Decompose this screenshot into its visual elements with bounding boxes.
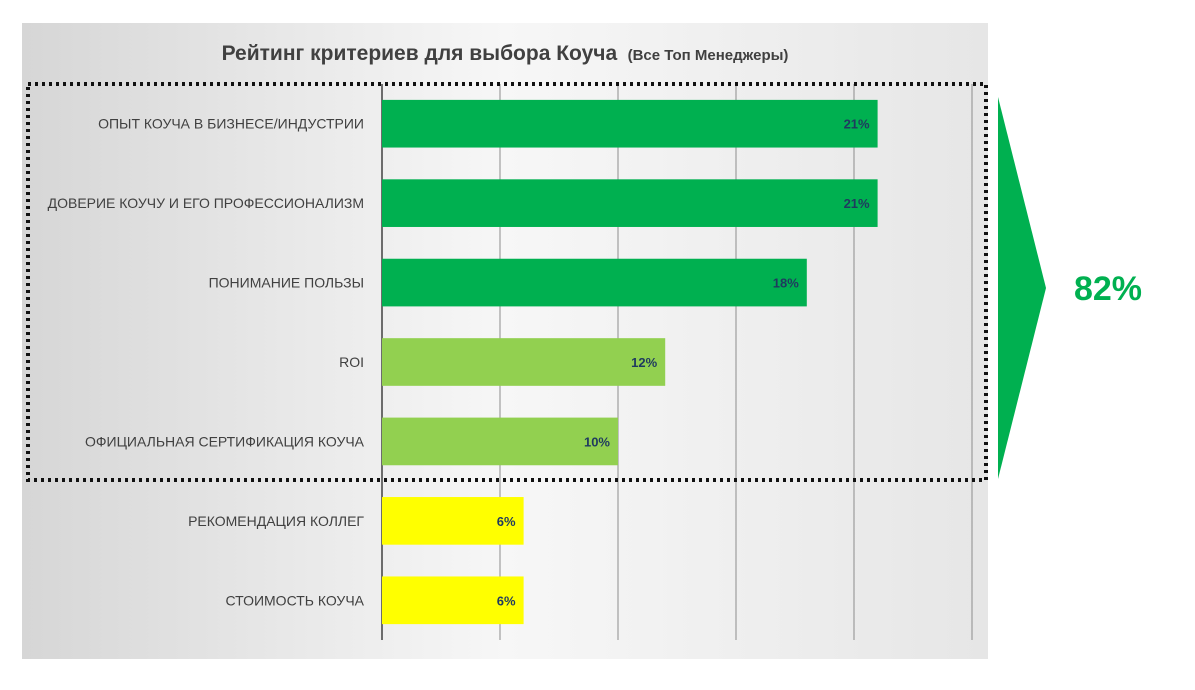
bar bbox=[382, 417, 618, 466]
chart-title: Рейтинг критериев для выбора Коуча (Все … bbox=[222, 42, 789, 65]
total-percentage: 82% bbox=[1074, 270, 1142, 308]
chart-title-subtitle: (Все Топ Менеджеры) bbox=[628, 47, 789, 64]
category-labels: ОПЫТ КОУЧА В БИЗНЕСЕ/ИНДУСТРИИ ДОВЕРИЕ КО… bbox=[48, 116, 365, 609]
category-label: ДОВЕРИЕ КОУЧУ И ЕГО ПРОФЕССИОНАЛИЗМ bbox=[48, 195, 364, 211]
category-label: СТОИМОСТЬ КОУЧА bbox=[226, 592, 365, 608]
value-label: 6% bbox=[497, 514, 516, 529]
bar bbox=[382, 258, 807, 307]
value-label: 18% bbox=[773, 276, 799, 291]
bar bbox=[382, 179, 878, 227]
category-label: ОФИЦИАЛЬНАЯ СЕРТИФИКАЦИЯ КОУЧА bbox=[85, 433, 365, 449]
highlight-dotted-box bbox=[26, 82, 988, 482]
bars bbox=[382, 99, 878, 625]
value-label: 12% bbox=[631, 355, 657, 370]
value-label: 6% bbox=[497, 593, 516, 608]
category-label: ОПЫТ КОУЧА В БИЗНЕСЕ/ИНДУСТРИИ bbox=[98, 116, 364, 132]
bar bbox=[382, 99, 878, 148]
bar bbox=[382, 576, 524, 625]
category-label: ПОНИМАНИЕ ПОЛЬЗЫ bbox=[209, 275, 364, 291]
category-label: ROI bbox=[339, 354, 364, 370]
value-label: 10% bbox=[584, 434, 610, 449]
total-arrow bbox=[998, 97, 1046, 479]
value-label: 21% bbox=[844, 117, 870, 132]
value-labels: 21% 21% 18% 12% 10% 6% 6% bbox=[497, 117, 870, 609]
bar bbox=[382, 338, 666, 386]
chart-title-main: Рейтинг критериев для выбора Коуча bbox=[222, 42, 618, 65]
bar bbox=[382, 497, 524, 545]
value-label: 21% bbox=[844, 196, 870, 211]
category-label: РЕКОМЕНДАЦИЯ КОЛЛЕГ bbox=[188, 513, 364, 529]
